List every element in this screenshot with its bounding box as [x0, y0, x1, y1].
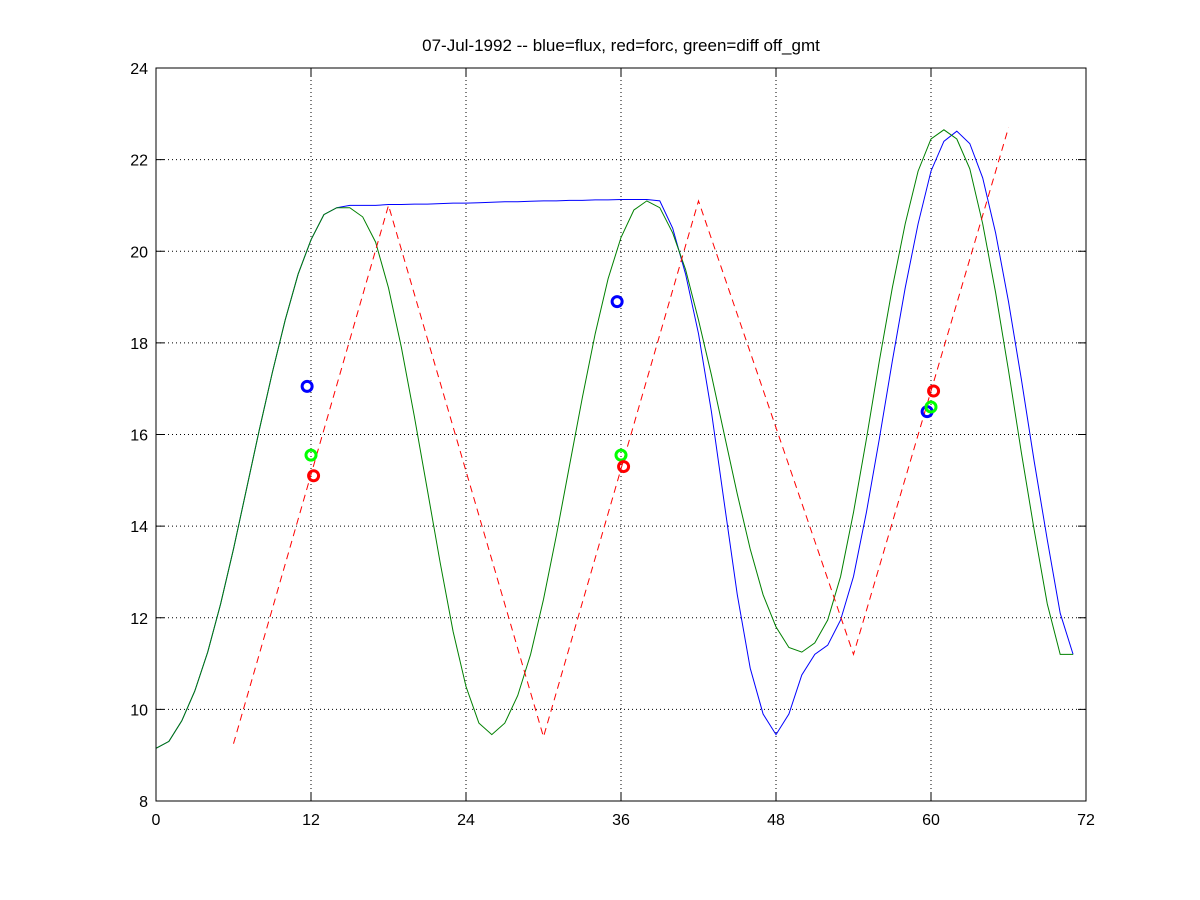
x-tick-label: 60: [922, 812, 940, 829]
y-tick-label: 22: [130, 153, 148, 170]
series-line-1: [155, 129, 1074, 749]
chart-title: 07-Jul-1992 -- blue=flux, red=forc, gree…: [422, 36, 820, 55]
y-tick-label: 14: [130, 519, 148, 536]
data-point-marker: [300, 379, 314, 393]
y-tick-label: 20: [130, 244, 148, 261]
y-tick-label: 24: [130, 61, 148, 78]
x-tick-label: 48: [767, 812, 785, 829]
x-tick-label: 36: [612, 812, 630, 829]
y-tick-label: 8: [139, 794, 148, 811]
marker-layer: [300, 295, 941, 483]
y-tick-label: 10: [130, 702, 148, 719]
data-point-marker: [927, 384, 941, 398]
data-point-marker: [924, 400, 938, 414]
x-tick-label: 0: [152, 812, 161, 829]
x-tick-label: 72: [1077, 812, 1095, 829]
data-point-marker: [304, 448, 318, 462]
y-tick-label: 12: [130, 611, 148, 628]
series-line-2: [233, 127, 1009, 744]
series-layer: [155, 127, 1074, 749]
y-tick-label: 16: [130, 428, 148, 445]
x-tick-label: 24: [457, 812, 475, 829]
data-point-marker: [610, 295, 624, 309]
axis-ticks: 0 12 24 36 48 60 72 8 10 12 14 16 18 20 22 24: [130, 61, 1095, 829]
data-point-marker: [614, 448, 628, 462]
data-point-marker: [307, 469, 321, 483]
data-point-marker: [617, 460, 631, 474]
grid: [156, 68, 1086, 801]
x-tick-label: 12: [302, 812, 320, 829]
y-tick-label: 18: [130, 336, 148, 353]
